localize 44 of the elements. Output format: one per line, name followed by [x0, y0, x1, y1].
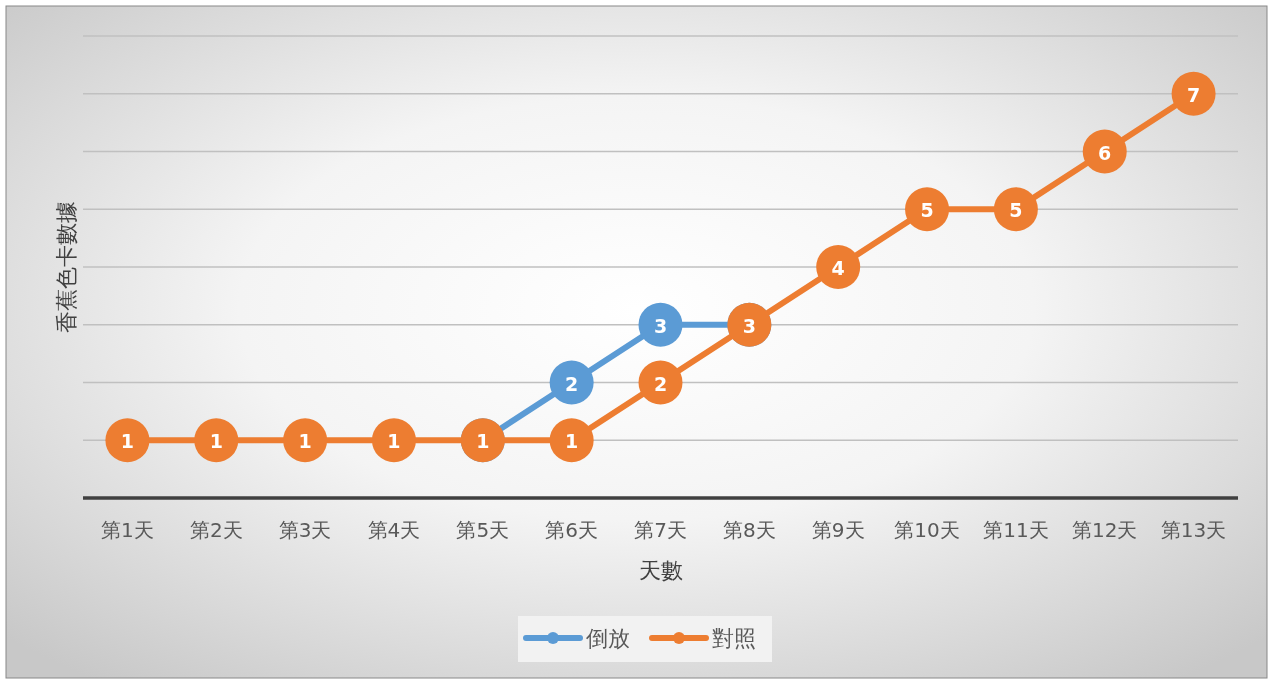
x-tick-label: 第1天: [101, 518, 154, 542]
point: [1082, 129, 1127, 174]
data-label: 1: [387, 430, 401, 453]
data-label: 5: [920, 199, 934, 222]
x-tick-label: 第2天: [189, 518, 243, 542]
data-label: 1: [298, 430, 312, 453]
x-tick-label: 第8天: [722, 518, 776, 542]
point: [194, 418, 239, 463]
point: [1171, 71, 1216, 116]
data-label: 1: [476, 430, 490, 453]
legend-label: 對照: [712, 625, 756, 651]
x-tick-label: 第11天: [983, 518, 1049, 542]
x-axis-title: 天數: [638, 557, 683, 583]
point: [105, 418, 150, 463]
data-label: 5: [1009, 199, 1023, 222]
point: [549, 418, 594, 463]
x-tick-label: 第4天: [367, 518, 421, 542]
data-label: 1: [120, 430, 135, 453]
x-tick-label: 第3天: [278, 518, 332, 542]
data-label: 2: [653, 372, 668, 395]
x-tick-label: 第5天: [456, 518, 510, 542]
x-tick-label: 第10天: [894, 518, 960, 542]
data-label: 4: [831, 257, 845, 279]
point: [283, 418, 328, 463]
data-label: 6: [1098, 141, 1112, 164]
point: [816, 245, 861, 289]
x-tick-label: 第12天: [1072, 518, 1138, 542]
point: [549, 360, 594, 405]
data-label: 7: [1186, 83, 1201, 106]
point: [638, 360, 683, 405]
data-label: 2: [565, 372, 579, 395]
data-label: 3: [742, 314, 756, 337]
x-tick-label: 第9天: [811, 518, 865, 542]
y-axis-title: 香蕉色卡數據: [53, 201, 79, 333]
data-label: 3: [653, 314, 668, 337]
x-tick-label: 第13天: [1160, 518, 1227, 542]
data-label: 1: [565, 430, 579, 453]
point: [905, 187, 950, 232]
data-label: 1: [209, 430, 223, 453]
point: [638, 302, 683, 347]
x-tick-label: 第6天: [545, 518, 599, 542]
point: [371, 418, 416, 463]
x-tick-label: 第7天: [634, 518, 687, 542]
legend-label: 倒放: [586, 625, 630, 651]
